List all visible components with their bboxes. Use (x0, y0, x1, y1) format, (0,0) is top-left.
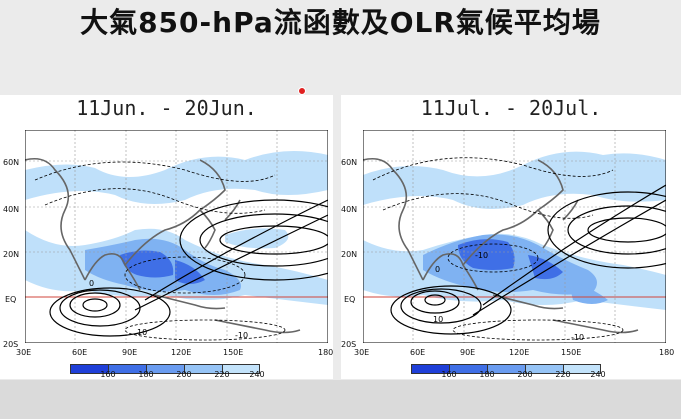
streamfunction-map-june: 0 10 -10 (25, 130, 328, 343)
lon-label-150e: 150E (223, 348, 244, 357)
colorbar-segment (411, 364, 450, 374)
lon-label-150e: 150E (561, 348, 582, 357)
slide-title: 大氣850-hPa流函數及OLR氣候平均場 (80, 6, 601, 39)
colorbar-july: 160 180 200 220 240 (411, 364, 606, 379)
colorbar-label: 200 (517, 370, 533, 379)
lon-label-120e: 120E (171, 348, 192, 357)
colorbar-label: 200 (176, 370, 192, 379)
colorbar-segment (449, 364, 488, 374)
lat-label-20n: 20N (341, 250, 358, 259)
colorbar-segment (525, 364, 564, 374)
colorbar-segment (184, 364, 223, 374)
contour-label-0: 0 (435, 265, 440, 274)
map-panel-july: 11Jul. - 20Jul. 60N 40N 20N EQ 20S (341, 95, 681, 379)
lat-label-60n: 60N (341, 158, 358, 167)
colorbar-segment (146, 364, 185, 374)
contour-label-neg10: -10 (235, 331, 248, 340)
colorbar-segment (70, 364, 109, 374)
colorbar-label: 160 (100, 370, 116, 379)
lon-label-60e: 60E (410, 348, 426, 357)
colorbar-label: 240 (590, 370, 606, 379)
colorbar-label: 160 (441, 370, 457, 379)
lon-label-30e: 30E (16, 348, 32, 357)
lon-label-180: 180 (659, 348, 675, 357)
colorbar-segment (108, 364, 147, 374)
bottom-band (0, 380, 681, 419)
lon-label-30e: 30E (354, 348, 370, 357)
lon-label-60e: 60E (72, 348, 88, 357)
colorbar-label: 220 (555, 370, 571, 379)
lat-label-20s: 20S (3, 340, 19, 349)
lon-label-90e: 90E (122, 348, 138, 357)
contour-label-0: 0 (89, 279, 94, 288)
lat-label-20s: 20S (341, 340, 357, 349)
pointer-cursor-icon (298, 87, 306, 95)
lat-label-60n: 60N (3, 158, 20, 167)
panel-title-june: 11Jun. - 20Jun. (76, 96, 257, 120)
colorbar-segment (563, 364, 601, 374)
colorbar-segment (487, 364, 526, 374)
colorbar-label: 220 (214, 370, 230, 379)
colorbar-label: 180 (479, 370, 495, 379)
lon-label-120e: 120E (509, 348, 530, 357)
lat-label-40n: 40N (3, 205, 20, 214)
colorbar-label: 180 (138, 370, 154, 379)
lat-label-40n: 40N (341, 205, 358, 214)
lon-label-90e: 90E (460, 348, 476, 357)
colorbar-segment (222, 364, 260, 374)
contour-label-neg10: -10 (571, 333, 584, 342)
panel-title-july: 11Jul. - 20Jul. (420, 96, 602, 120)
contour-label-neg10: -10 (475, 251, 488, 260)
map-panel-june: 11Jun. - 20Jun. 60N 40N 20N EQ 20S (0, 95, 333, 379)
contour-label-10: 10 (137, 328, 147, 337)
lat-label-eq: EQ (344, 295, 356, 304)
streamfunction-map-july: -10 0 10 -10 (363, 130, 666, 343)
colorbar-label: 240 (249, 370, 265, 379)
lat-label-20n: 20N (3, 250, 20, 259)
lat-label-eq: EQ (5, 295, 17, 304)
colorbar-june: 160 180 200 220 240 (70, 364, 265, 379)
contour-label-10: 10 (433, 315, 443, 324)
lon-label-180: 180 (318, 348, 334, 357)
